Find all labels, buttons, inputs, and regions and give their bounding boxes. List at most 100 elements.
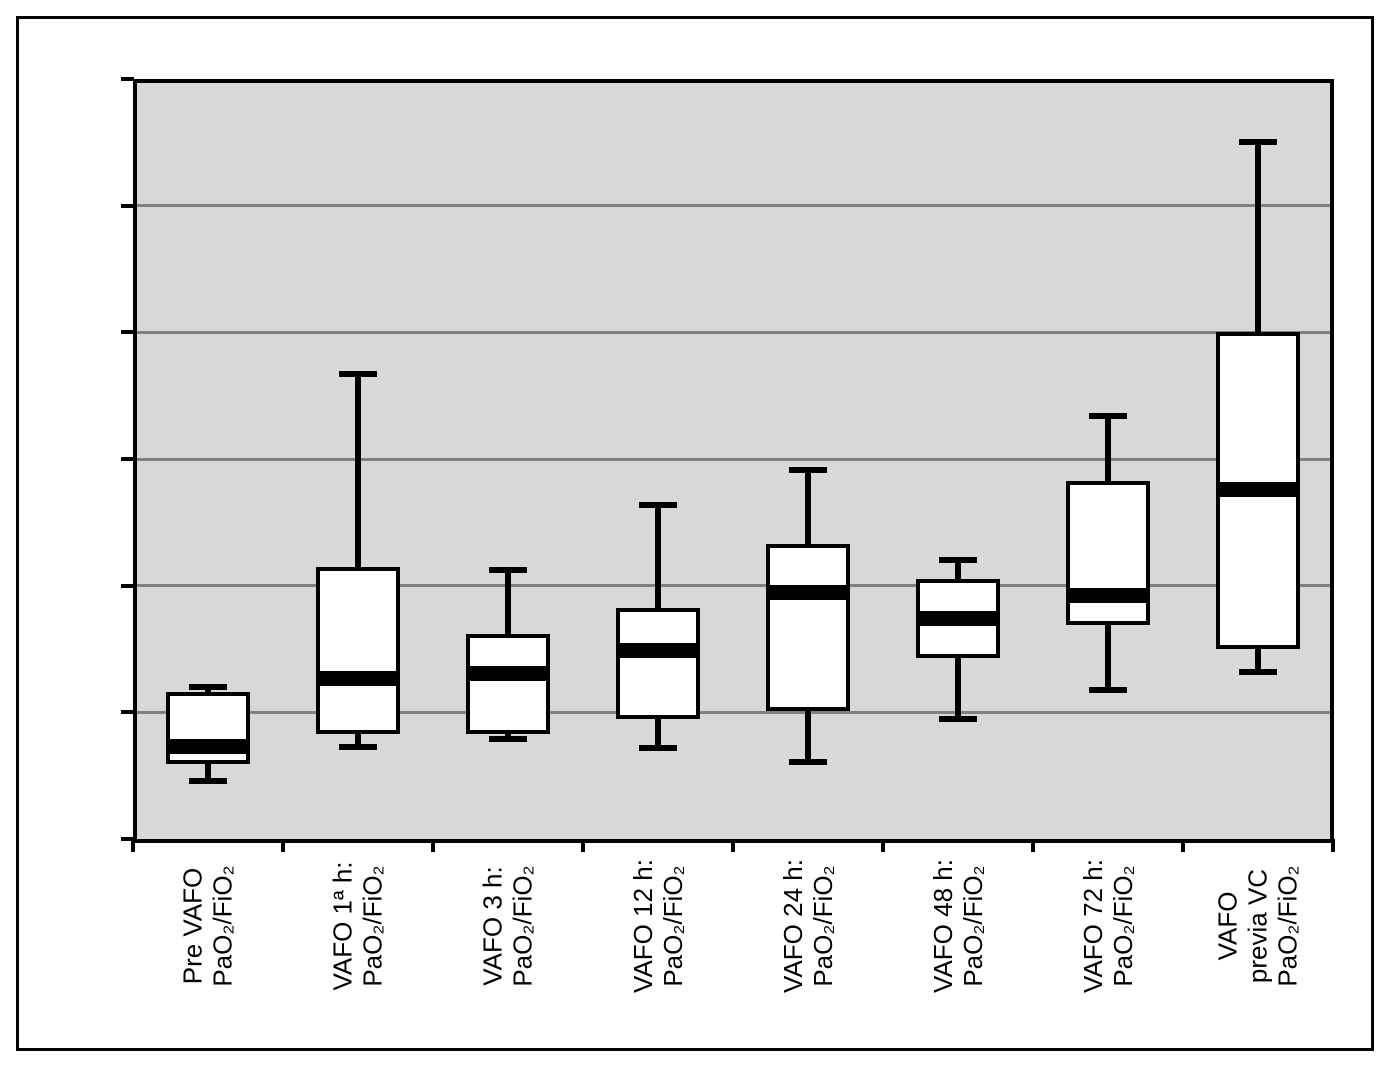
y-axis-tick-label [28, 64, 113, 94]
lower-whisker-line [205, 764, 211, 781]
upper-whisker-line [355, 374, 361, 567]
upper-whisker-cap [339, 371, 377, 378]
lower-whisker-line [655, 718, 661, 748]
x-category-label-line: PaO₂/FiO₂ [1272, 865, 1303, 987]
upper-whisker-cap [189, 684, 227, 690]
upper-whisker-cap [1089, 412, 1127, 419]
x-axis-tick [1181, 839, 1185, 852]
box-median-line [316, 670, 400, 686]
x-category-label: VAFO 12 h: PaO₂/FiO₂ [628, 859, 688, 993]
box-body [616, 608, 700, 719]
grid-line [137, 330, 1330, 334]
box-median-line [916, 611, 1000, 627]
x-category-label-line: VAFO 1ª h: [327, 861, 358, 991]
box-median-line [466, 665, 550, 681]
x-category-label-line: VAFO 72 h: [1077, 859, 1108, 993]
plot-area-border [133, 79, 1334, 843]
x-category-label-line: VAFO 12 h: [627, 859, 658, 993]
y-axis-tick [121, 710, 134, 715]
lower-whisker-cap [939, 715, 977, 722]
lower-whisker-cap [489, 735, 527, 742]
lower-whisker-line [355, 733, 361, 747]
x-category-label-wrap: VAFO 1ª h: PaO₂/FiO₂ [283, 843, 433, 1009]
x-category-label-line: Pre VAFO [177, 867, 208, 985]
x-category-label-line: VAFO 24 h: [777, 859, 808, 993]
grid-line [137, 457, 1330, 461]
y-axis-tick [121, 457, 134, 461]
lower-whisker-cap [189, 777, 227, 784]
lower-whisker-line [1255, 649, 1261, 672]
box-median-line [166, 739, 250, 755]
upper-whisker-cap [1239, 139, 1277, 146]
lower-whisker-cap [1089, 686, 1127, 693]
x-axis-tick [581, 839, 585, 852]
upper-whisker-line [1255, 142, 1261, 333]
upper-whisker-line [1105, 415, 1111, 481]
x-category-label-wrap: VAFO 72 h: PaO₂/FiO₂ [1033, 843, 1183, 1009]
x-category-label: VAFO previa VC PaO₂/FiO₂ [1213, 865, 1303, 986]
x-category-label: VAFO 3 h: PaO₂/FiO₂ [478, 865, 538, 986]
upper-whisker-cap [939, 557, 977, 564]
x-axis-tick [731, 839, 735, 852]
lower-whisker-cap [1239, 668, 1277, 675]
lower-whisker-line [805, 711, 811, 762]
box-median-line [1066, 588, 1150, 604]
x-category-label: VAFO 48 h: PaO₂/FiO₂ [928, 859, 988, 993]
lower-whisker-cap [339, 743, 377, 750]
x-axis-tick [1031, 839, 1035, 852]
y-axis-tick [121, 203, 134, 208]
lower-whisker-cap [639, 744, 677, 751]
y-axis-tick-label [28, 191, 113, 221]
upper-whisker-line [955, 560, 961, 580]
x-axis-tick [281, 839, 285, 852]
x-category-label-line: PaO₂/FiO₂ [357, 865, 388, 987]
y-axis-tick-label [28, 571, 113, 601]
x-category-label-wrap: VAFO 12 h: PaO₂/FiO₂ [583, 843, 733, 1009]
box-body [766, 543, 850, 712]
x-category-label-wrap: VAFO 3 h: PaO₂/FiO₂ [433, 843, 583, 1009]
lower-whisker-cap [789, 758, 827, 765]
x-axis-tick [1331, 839, 1335, 852]
x-category-label-line: PaO₂/FiO₂ [1107, 865, 1138, 987]
y-axis-tick [121, 330, 134, 335]
upper-whisker-cap [489, 567, 527, 574]
x-category-label: VAFO 72 h: PaO₂/FiO₂ [1078, 859, 1138, 993]
y-axis-tick-label [28, 317, 113, 347]
x-axis-tick [131, 839, 135, 852]
y-axis-tick [121, 77, 134, 81]
box-median-line [616, 642, 700, 658]
upper-whisker-line [505, 570, 511, 634]
x-category-label-line: PaO₂/FiO₂ [957, 865, 988, 987]
x-category-label-line: VAFO 48 h: [927, 859, 958, 993]
x-category-label: VAFO 1ª h: PaO₂/FiO₂ [328, 861, 388, 990]
box-body [316, 566, 400, 734]
x-category-label-line: PaO₂/FiO₂ [207, 865, 238, 987]
y-axis-tick-label [28, 444, 113, 474]
box-median-line [766, 584, 850, 600]
x-category-label-line: PaO₂/FiO₂ [507, 865, 538, 987]
x-category-label-line: VAFO [1212, 891, 1243, 961]
x-category-label-wrap: VAFO 24 h: PaO₂/FiO₂ [733, 843, 883, 1009]
x-axis-tick [431, 839, 435, 852]
x-category-label: Pre VAFO PaO₂/FiO₂ [178, 865, 238, 986]
x-category-label-line: PaO₂/FiO₂ [657, 865, 688, 987]
x-category-label-wrap: VAFO previa VC PaO₂/FiO₂ [1183, 843, 1333, 1009]
y-axis-tick [121, 583, 134, 588]
y-axis-tick [121, 837, 134, 841]
box-body [466, 633, 550, 734]
upper-whisker-line [805, 470, 811, 544]
x-category-label-line: PaO₂/FiO₂ [807, 865, 838, 987]
upper-whisker-line [655, 504, 661, 609]
x-category-label: VAFO 24 h: PaO₂/FiO₂ [778, 859, 838, 993]
box-median-line [1216, 481, 1300, 497]
grid-line [137, 710, 1330, 714]
figure-border [16, 16, 1374, 1051]
x-axis-tick [881, 839, 885, 852]
x-category-label-wrap: VAFO 48 h: PaO₂/FiO₂ [883, 843, 1033, 1009]
upper-whisker-cap [789, 467, 827, 474]
grid-line [137, 584, 1330, 588]
y-axis-tick-label [28, 697, 113, 727]
grid-line [137, 204, 1330, 208]
y-axis-tick-label [28, 824, 113, 854]
